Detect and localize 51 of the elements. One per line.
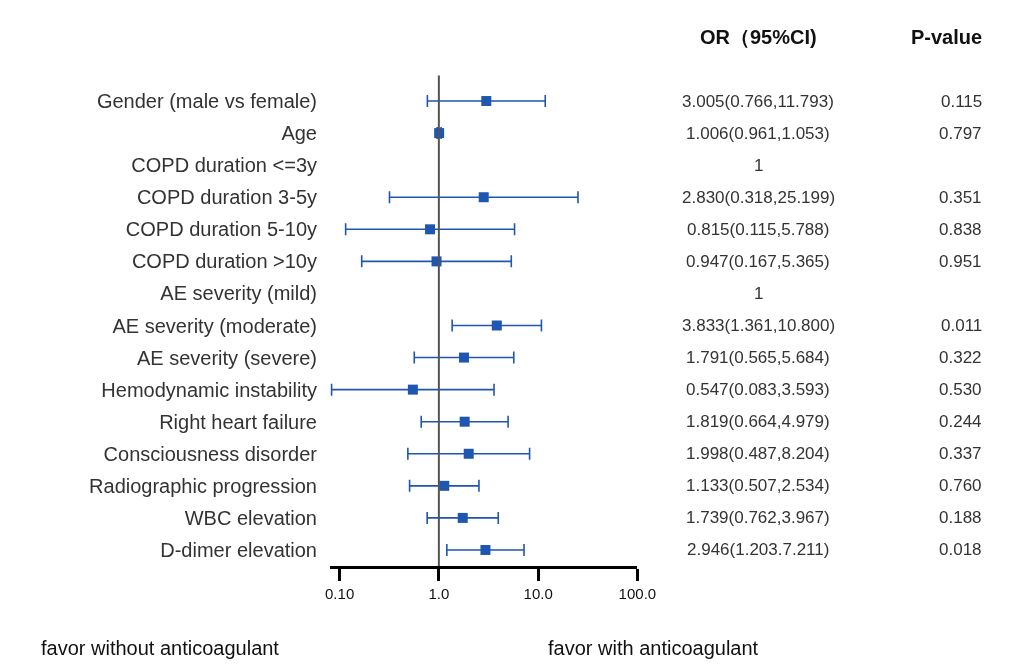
data-label: 1.819(0.664,4.979)	[686, 412, 830, 431]
data-label: 2.830(0.318,25.199)	[682, 188, 836, 207]
y-tick-label: Right heart failure	[159, 410, 317, 433]
text: 0.951	[939, 252, 982, 271]
text: 0.244	[939, 412, 982, 431]
x-tick-label: 100.0	[618, 585, 657, 602]
y-tick-label: Hemodynamic instability	[101, 378, 317, 401]
text: 0.760	[939, 476, 982, 495]
text: favor without anticoagulant	[41, 637, 280, 659]
text: 0.838	[939, 220, 982, 239]
data-label: 0.815(0.115,5.788)	[687, 220, 830, 239]
y-tick-label: Gender (male vs female)	[96, 90, 317, 113]
text: 0.115	[941, 92, 983, 111]
y-tick-label: Radiographic progression	[89, 474, 317, 497]
text: 1	[754, 284, 764, 303]
text: 1	[754, 156, 764, 175]
data-label: 3.833(1.361,10.800)	[682, 316, 836, 335]
x-tick-label: 10.0	[523, 585, 553, 602]
text: 0.351	[939, 188, 982, 207]
y-tick-label: AE severity (mild)	[160, 282, 317, 305]
y-tick-label: Consciousness disorder	[103, 442, 318, 465]
data-label: 1.133(0.507,2.534)	[686, 476, 830, 495]
text: OR（95%CI)	[700, 26, 817, 48]
text: P-value	[911, 26, 983, 48]
text: 0.322	[939, 348, 982, 367]
data-label: 0.547(0.083,3.593)	[686, 380, 830, 399]
data-label: 1.998(0.487,8.204)	[686, 444, 830, 463]
data-label: 0.947(0.167,5.365)	[686, 252, 830, 271]
data-label: 2.946(1.203.7.211)	[687, 540, 830, 559]
data-label: 1.006(0.961,1.053)	[686, 124, 830, 143]
y-tick-label: AE severity (moderate)	[112, 314, 317, 337]
text: favor with anticoagulant	[548, 637, 759, 659]
text: 0.011	[941, 316, 983, 335]
data-label: 1.739(0.762,3.967)	[686, 508, 830, 527]
y-tick-label: COPD duration 5-10y	[125, 218, 317, 241]
data-label: 1.791(0.565,5.684)	[686, 348, 830, 367]
y-tick-label: WBC elevation	[184, 506, 317, 529]
y-tick-label: D-dimer elevation	[160, 538, 317, 561]
y-tick-label: COPD duration <=3y	[131, 154, 317, 177]
y-tick-label: COPD duration 3-5y	[136, 186, 317, 209]
y-tick-label: AE severity (severe)	[136, 346, 317, 369]
text: 0.188	[939, 508, 982, 527]
text: 0.337	[939, 444, 982, 463]
y-tick-label: COPD duration >10y	[131, 250, 317, 273]
text: 0.797	[939, 124, 982, 143]
x-tick-label: 1.0	[428, 585, 450, 602]
x-tick-label: 0.10	[325, 585, 355, 602]
text: 0.530	[939, 380, 982, 399]
data-label: 3.005(0.766,11.793)	[682, 92, 834, 111]
y-tick-label: Age	[281, 122, 317, 145]
text: 0.018	[939, 540, 982, 559]
